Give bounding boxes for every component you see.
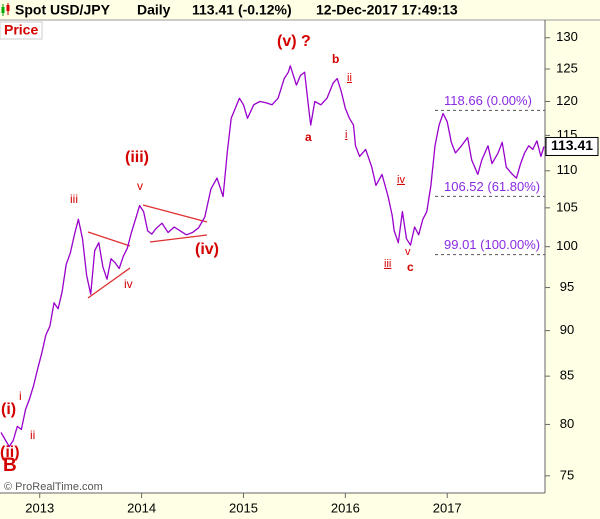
wave-label: ii [347,72,352,84]
wave-label: (v) ? [277,33,311,50]
header-period: Daily [137,2,171,18]
wave-label: iv [397,174,405,186]
footer: © ProRealTime.com [4,481,103,493]
wave-label: ii [30,428,35,442]
wave-label: iv [124,277,133,291]
wave-label: B [3,455,17,476]
y-tick-label: 90 [560,322,574,337]
x-tick-label: 2014 [127,500,156,515]
wave-label: v [405,246,411,258]
y-tick-label: 75 [560,467,574,482]
y-tick-label: 105 [556,199,578,214]
price-line [0,65,545,448]
x-tick-label: 2013 [25,500,54,515]
wave-label: iii [70,192,78,206]
wave-label: c [407,260,414,274]
x-tick-label: 2017 [433,500,462,515]
y-tick-label: 120 [556,93,578,108]
header-bar [0,0,600,20]
y-tick-label: 130 [556,29,578,44]
header-symbol: Spot USD/JPY [15,2,111,18]
price-tag: 113.41 [551,137,593,153]
level-label: 99.01 (100.00%) [444,237,540,252]
panel-label-box [0,21,43,40]
wave-label: i [345,129,347,141]
y-tick-label: 85 [560,368,574,383]
y-tick-label: 95 [560,279,574,294]
x-tick-label: 2015 [229,500,258,515]
y-axis-area [545,20,600,519]
panel-label: Price [4,22,38,38]
level-label: 118.66 (0.00%) [444,93,532,108]
y-tick-label: 125 [556,60,578,75]
wave-label: (iii) [125,149,149,166]
wave-label: iii [384,258,391,270]
wave-label: (ii) [0,444,20,461]
y-tick-label: 110 [557,162,578,177]
y-tick-label: 100 [556,238,578,253]
wave-label: i [19,389,22,403]
price-tag-box [545,136,599,156]
y-tick-label: 80 [560,416,574,431]
wave-label: b [332,52,339,66]
level-label: 106.52 (61.80%) [444,179,540,194]
triangle-lines [87,204,208,299]
wave-label: v [137,179,143,193]
wave-label: a [305,130,312,144]
header-time: 12-Dec-2017 17:49:13 [316,2,458,18]
wave-label: (iv) [195,241,219,258]
x-tick-label: 2016 [331,500,360,515]
header-price: 113.41 (-0.12%) [192,2,292,18]
x-axis-area [0,493,600,519]
wave-label: (i) [1,401,16,418]
header-icon [1,3,10,16]
